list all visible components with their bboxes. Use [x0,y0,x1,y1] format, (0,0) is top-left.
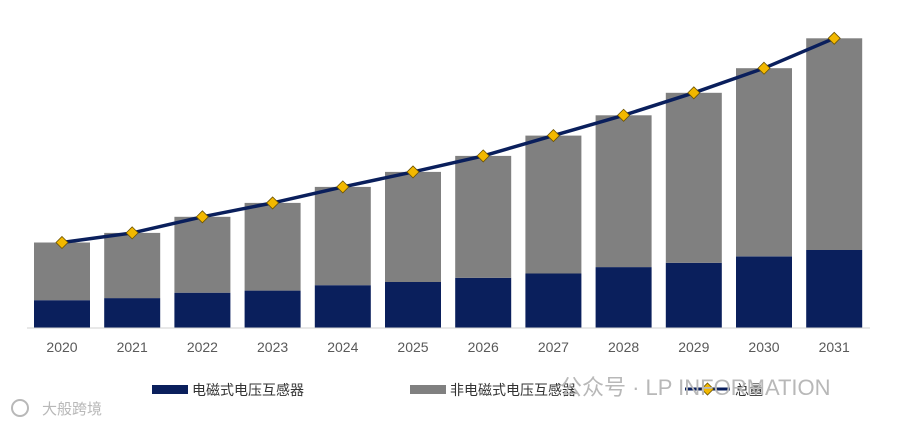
legend-label-em: 电磁式电压互感器 [192,382,304,398]
x-tick-2031: 2031 [819,339,850,355]
bar-em-2027 [525,273,582,328]
legend-label-total: 总量 [735,382,763,398]
bar-nonem-2023 [244,202,301,291]
bar-nonem-2025 [385,171,441,282]
bar-nonem-2027 [525,135,582,274]
total-marker-2021 [125,226,139,240]
total-marker-2029 [687,86,701,100]
bar-nonem-2024 [314,186,371,286]
watermark-text: 公众号 · LP INFORMATION [560,375,831,400]
total-marker-2022 [195,210,209,224]
bar-nonem-2030 [736,68,792,257]
bar-em-2030 [736,256,792,328]
bar-nonem-2028 [595,115,652,268]
x-tick-2024: 2024 [327,339,358,355]
legend-swatch-total-marker [700,382,715,396]
x-tick-labels: 2020 2021 2022 2023 2024 2025 2026 2027 2028 2029… [46,339,850,355]
bar-nonem-2029 [665,92,722,263]
x-tick-2020: 2020 [46,339,77,355]
bar-em-2022 [174,292,231,328]
x-tick-2030: 2030 [748,339,779,355]
legend: 电磁式电压互感器 非电磁式电压互感器 总量 [152,382,763,398]
total-marker-2030 [757,61,771,75]
bar-em-2028 [595,267,652,328]
x-tick-2026: 2026 [468,339,499,355]
bar-em-2029 [665,262,722,328]
bar-nonem-2031 [806,38,863,250]
bar-em-2025 [385,282,441,328]
legend-swatch-em [152,385,188,394]
total-marker-2027 [546,129,560,143]
legend-swatch-nonem [410,385,446,394]
bar-nonem-2020 [34,242,90,301]
corner-logo-text: 大般跨境 [42,400,102,418]
bar-nonem-2022 [174,216,231,293]
x-tick-2028: 2028 [608,339,639,355]
x-tick-2023: 2023 [257,339,288,355]
corner-logo: 大般跨境 [11,399,102,418]
bars-layer [34,38,863,328]
bar-em-2020 [34,300,90,328]
total-marker-2031 [827,31,841,45]
bar-em-2026 [455,277,512,328]
total-marker-2024 [336,180,350,194]
bar-em-2021 [104,298,161,328]
total-marker-2026 [476,149,490,163]
bar-em-2031 [806,250,863,328]
total-marker-2025 [406,165,420,179]
total-marker-2023 [266,196,280,210]
x-tick-2029: 2029 [678,339,709,355]
bar-nonem-2021 [104,232,161,299]
x-tick-2021: 2021 [117,339,148,355]
bar-em-2023 [244,290,301,328]
corner-logo-icon [11,399,29,417]
bar-nonem-2026 [455,155,512,278]
x-tick-2022: 2022 [187,339,218,355]
x-tick-2027: 2027 [538,339,569,355]
bar-em-2024 [314,285,371,328]
legend-label-nonem: 非电磁式电压互感器 [450,382,576,398]
total-line [61,36,835,245]
x-tick-2025: 2025 [397,339,428,355]
total-marker-2028 [617,108,631,122]
total-marker-2020 [55,235,69,250]
total-line-layer [55,31,841,250]
